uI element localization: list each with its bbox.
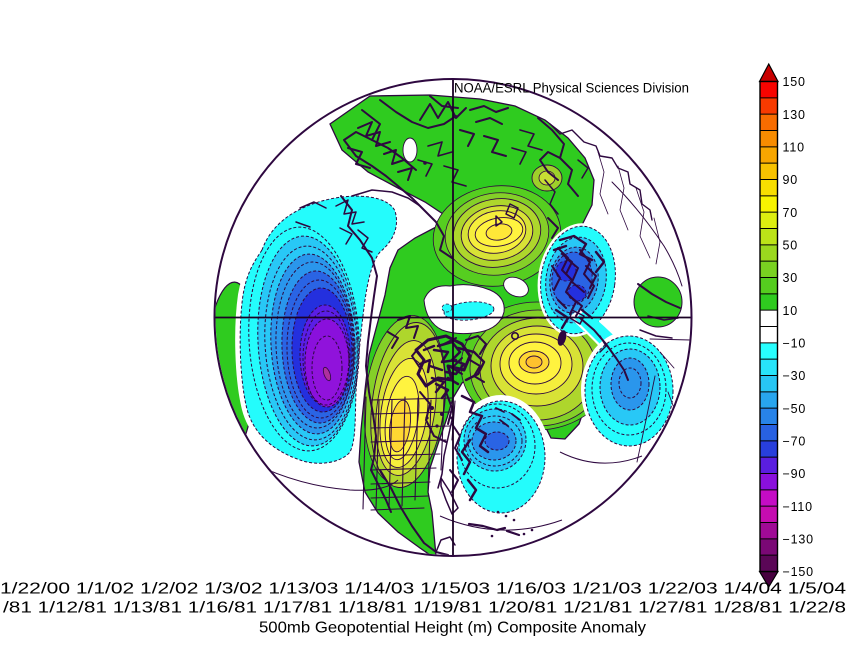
svg-text:−130: −130: [783, 533, 814, 547]
svg-text:30: 30: [783, 271, 799, 285]
svg-text:−110: −110: [783, 500, 813, 514]
svg-text:130: 130: [783, 108, 806, 122]
svg-text:−150: −150: [783, 565, 814, 579]
svg-text:70: 70: [783, 206, 799, 220]
svg-text:90: 90: [783, 173, 799, 187]
svg-text:110: 110: [783, 141, 805, 155]
svg-text:−30: −30: [783, 369, 807, 383]
svg-text:−70: −70: [783, 435, 807, 449]
svg-text:NOAA/ESRL Physical Sciences Di: NOAA/ESRL Physical Sciences Division: [454, 81, 689, 96]
svg-text:50: 50: [783, 239, 799, 253]
svg-text:150: 150: [783, 75, 806, 89]
svg-text:−90: −90: [783, 467, 807, 481]
svg-text:−10: −10: [783, 337, 807, 351]
svg-text:500mb Geopotential Height (m): 500mb Geopotential Height (m) Composite …: [259, 620, 646, 637]
svg-text:−50: −50: [783, 402, 807, 416]
svg-text:10: 10: [783, 304, 799, 318]
svg-text:1/22/00 1/1/02 1/2/02 1/3/02 1: 1/22/00 1/1/02 1/2/02 1/3/02 1/13/03 1/1…: [0, 581, 846, 598]
svg-text:/81 1/12/81 1/13/81 1/16/81 1/: /81 1/12/81 1/13/81 1/16/81 1/17/81 1/18…: [3, 600, 846, 617]
